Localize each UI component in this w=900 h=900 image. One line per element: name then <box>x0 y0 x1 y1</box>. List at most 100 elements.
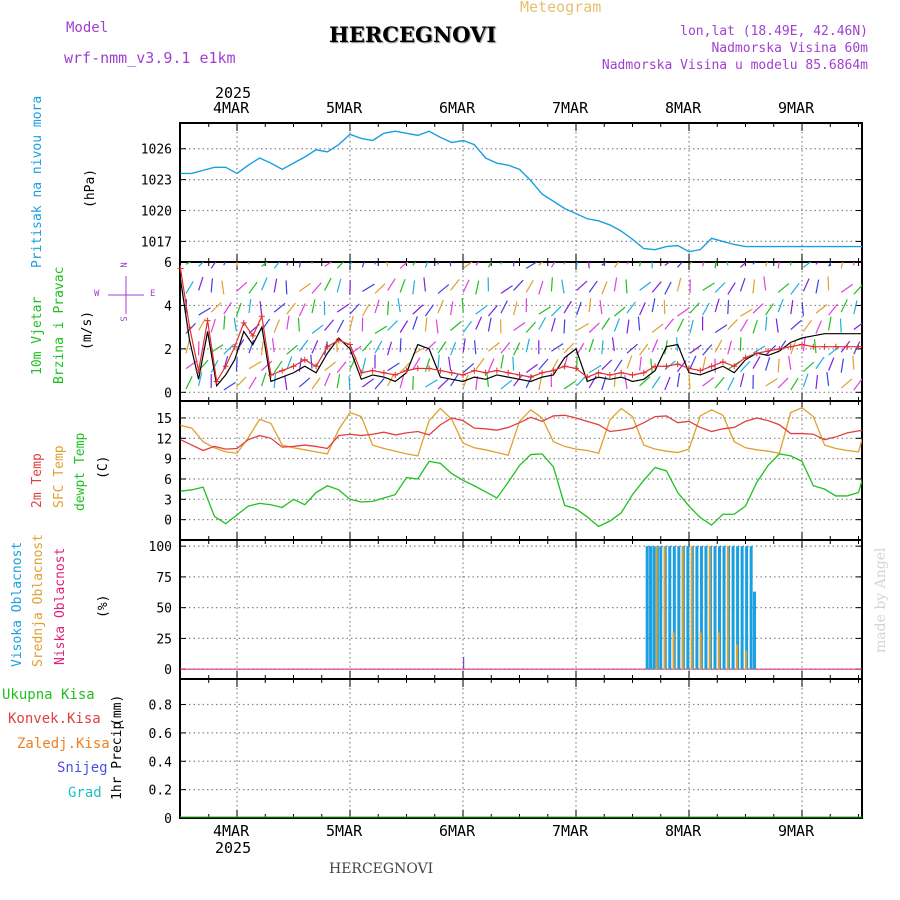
wind-arrow <box>588 298 592 313</box>
wind-gust-marker <box>186 324 193 331</box>
wind-arrow <box>374 283 386 294</box>
wind-arrow <box>423 277 426 292</box>
wind-arrow <box>487 262 492 268</box>
wind-gust-marker <box>249 332 256 339</box>
wind-arrow <box>802 319 813 332</box>
bottom-day-label: 8MAR <box>665 822 702 840</box>
wind-arrow <box>286 356 293 370</box>
top-day-label: 5MAR <box>326 99 363 117</box>
wind-gust-marker <box>313 363 320 370</box>
wind-arrow <box>198 372 203 387</box>
top-day-label: 4MAR <box>213 99 250 117</box>
wind-arrow <box>752 345 766 354</box>
wind-arrow <box>500 379 513 390</box>
y-tick-label: 0 <box>164 812 172 827</box>
wind-arrow <box>563 300 572 314</box>
wind-arrow <box>601 340 604 355</box>
wind-arrow <box>424 341 437 352</box>
wind-gust-marker <box>573 365 579 372</box>
wind-arrow <box>613 318 620 332</box>
model-elevation-text: Nadmorska Visina u modelu 85.6864m <box>601 58 868 73</box>
wind-gust-marker <box>719 358 726 365</box>
wind-arrow <box>840 358 844 373</box>
wind-arrow <box>639 281 652 291</box>
wind-gust-marker <box>584 374 591 381</box>
wind-arrow <box>271 338 275 353</box>
wind-arrow <box>550 305 562 317</box>
wind-arrow <box>261 277 268 291</box>
wind-arrow <box>676 373 681 388</box>
wind-arrow <box>500 300 508 314</box>
wind-arrow <box>235 262 238 268</box>
wind-arrow <box>412 357 421 370</box>
sfc-temp-line <box>180 407 862 457</box>
wind-gust-marker <box>708 363 715 370</box>
wind-arrow <box>777 282 790 293</box>
compass-west-label: W <box>94 289 100 299</box>
top-year-label: 2025 <box>215 84 252 102</box>
wind-arrow <box>714 376 725 389</box>
wind-arrow <box>702 356 707 371</box>
wind-arrow <box>639 302 646 316</box>
top-day-label: 8MAR <box>665 99 702 117</box>
wind-arrow <box>790 377 799 391</box>
wind-arrow <box>689 262 693 265</box>
wind-gust-marker <box>437 367 444 374</box>
wind-arrow <box>677 307 690 317</box>
wind-arrow <box>424 304 434 317</box>
wind-arrow <box>739 319 749 332</box>
wind-arrow <box>437 341 447 354</box>
wind-arrow <box>550 358 559 372</box>
y-tick-label: 75 <box>156 571 172 586</box>
wind-arrow <box>223 343 235 355</box>
wind-arrow <box>788 355 792 370</box>
wind-arrow <box>412 316 418 330</box>
wind-arrow <box>777 298 784 313</box>
wind-arrow <box>752 303 764 314</box>
wind-arrow <box>273 373 277 389</box>
cloud-mid-bar <box>744 650 747 670</box>
wind-arrow <box>601 359 613 371</box>
wind-arrow <box>588 375 597 389</box>
wind-arrow <box>765 303 774 316</box>
legend-frozen-rain: Zaledj.Kisa <box>17 736 110 752</box>
wind-arrow <box>828 303 838 316</box>
wind-gust-marker <box>527 374 534 381</box>
pressure-line <box>180 130 862 253</box>
wind-gust-marker <box>493 367 500 374</box>
wind-arrow <box>324 262 333 267</box>
wind-gust-marker <box>810 343 817 350</box>
wind-arrow <box>853 322 862 330</box>
wind-arrow <box>462 279 470 293</box>
wind-arrow <box>727 319 738 330</box>
cloud-high-bar <box>740 546 744 670</box>
cloud-high-bar <box>695 546 699 670</box>
wind-gust-marker <box>697 367 704 374</box>
wind-gust-marker <box>231 343 238 350</box>
panel-frame <box>179 678 863 819</box>
top-day-label: 7MAR <box>552 99 589 117</box>
wind-arrow <box>651 339 659 353</box>
wind-arrow <box>551 343 564 352</box>
wind-arrow <box>261 372 267 387</box>
wind-arrow <box>626 343 638 354</box>
y-tick-label: 0.4 <box>149 755 173 770</box>
wind-arrow <box>765 262 769 267</box>
wind-arrow <box>513 301 518 316</box>
wind-arrow <box>336 374 341 389</box>
wind-arrow <box>601 281 608 295</box>
wind-arrow <box>248 339 255 354</box>
wind-arrow <box>840 283 854 293</box>
cloud-mid-bar <box>699 632 702 670</box>
wind-arrow <box>221 280 225 295</box>
wind-arrow <box>664 376 671 391</box>
wind-gust-marker <box>505 369 512 376</box>
wind-arrow <box>185 322 196 334</box>
y-tick-label: 9 <box>164 453 172 468</box>
wind-arrow <box>361 303 370 317</box>
wind-arrow <box>475 316 483 330</box>
y-tick-label: 25 <box>156 632 172 647</box>
wind-arrow <box>235 357 238 372</box>
wind-arrow <box>587 262 590 269</box>
